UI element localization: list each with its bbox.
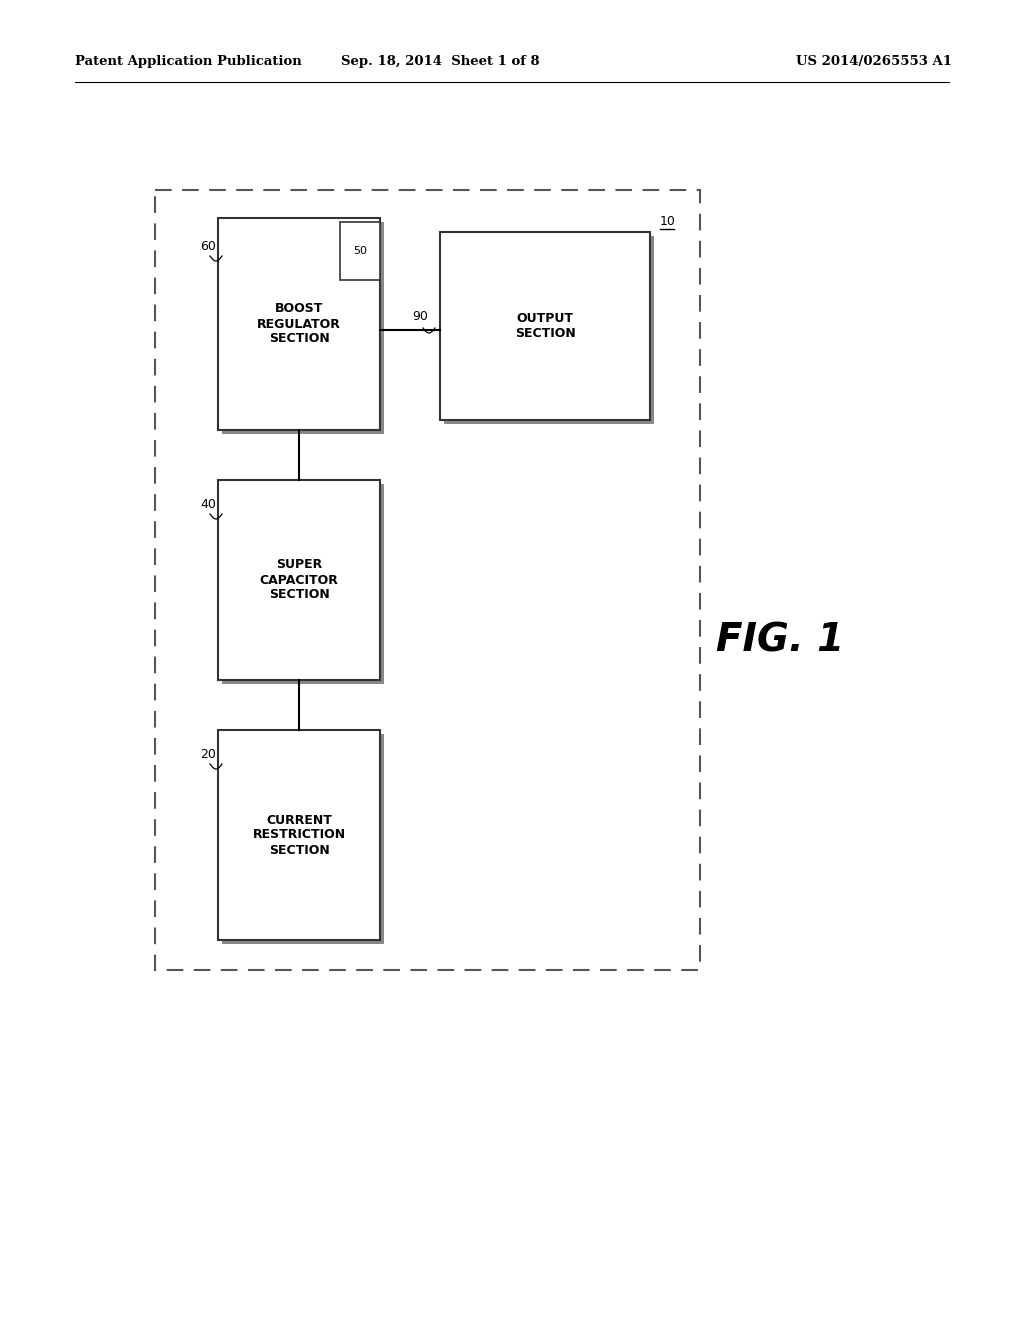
Text: 40: 40 — [200, 498, 216, 511]
Bar — [440, 232, 650, 420]
Text: 20: 20 — [200, 748, 216, 762]
Text: 90: 90 — [412, 310, 428, 323]
Bar — [222, 484, 384, 684]
Text: SUPER
CAPACITOR
SECTION: SUPER CAPACITOR SECTION — [259, 558, 339, 602]
Text: Sep. 18, 2014  Sheet 1 of 8: Sep. 18, 2014 Sheet 1 of 8 — [341, 55, 540, 69]
Bar — [222, 734, 384, 944]
Text: US 2014/0265553 A1: US 2014/0265553 A1 — [797, 55, 952, 69]
Bar — [155, 190, 700, 970]
Text: 50: 50 — [353, 246, 367, 256]
Bar — [218, 218, 380, 430]
Bar — [218, 730, 380, 940]
Bar — [218, 480, 380, 680]
Text: 60: 60 — [200, 240, 216, 253]
Text: 10: 10 — [660, 215, 676, 228]
Bar — [444, 236, 654, 424]
Text: Patent Application Publication: Patent Application Publication — [75, 55, 302, 69]
Text: BOOST
REGULATOR
SECTION: BOOST REGULATOR SECTION — [257, 302, 341, 346]
Bar — [222, 222, 384, 434]
Text: FIG. 1: FIG. 1 — [716, 620, 844, 659]
Text: CURRENT
RESTRICTION
SECTION: CURRENT RESTRICTION SECTION — [253, 813, 345, 857]
Text: OUTPUT
SECTION: OUTPUT SECTION — [515, 312, 575, 341]
Bar — [340, 222, 380, 280]
